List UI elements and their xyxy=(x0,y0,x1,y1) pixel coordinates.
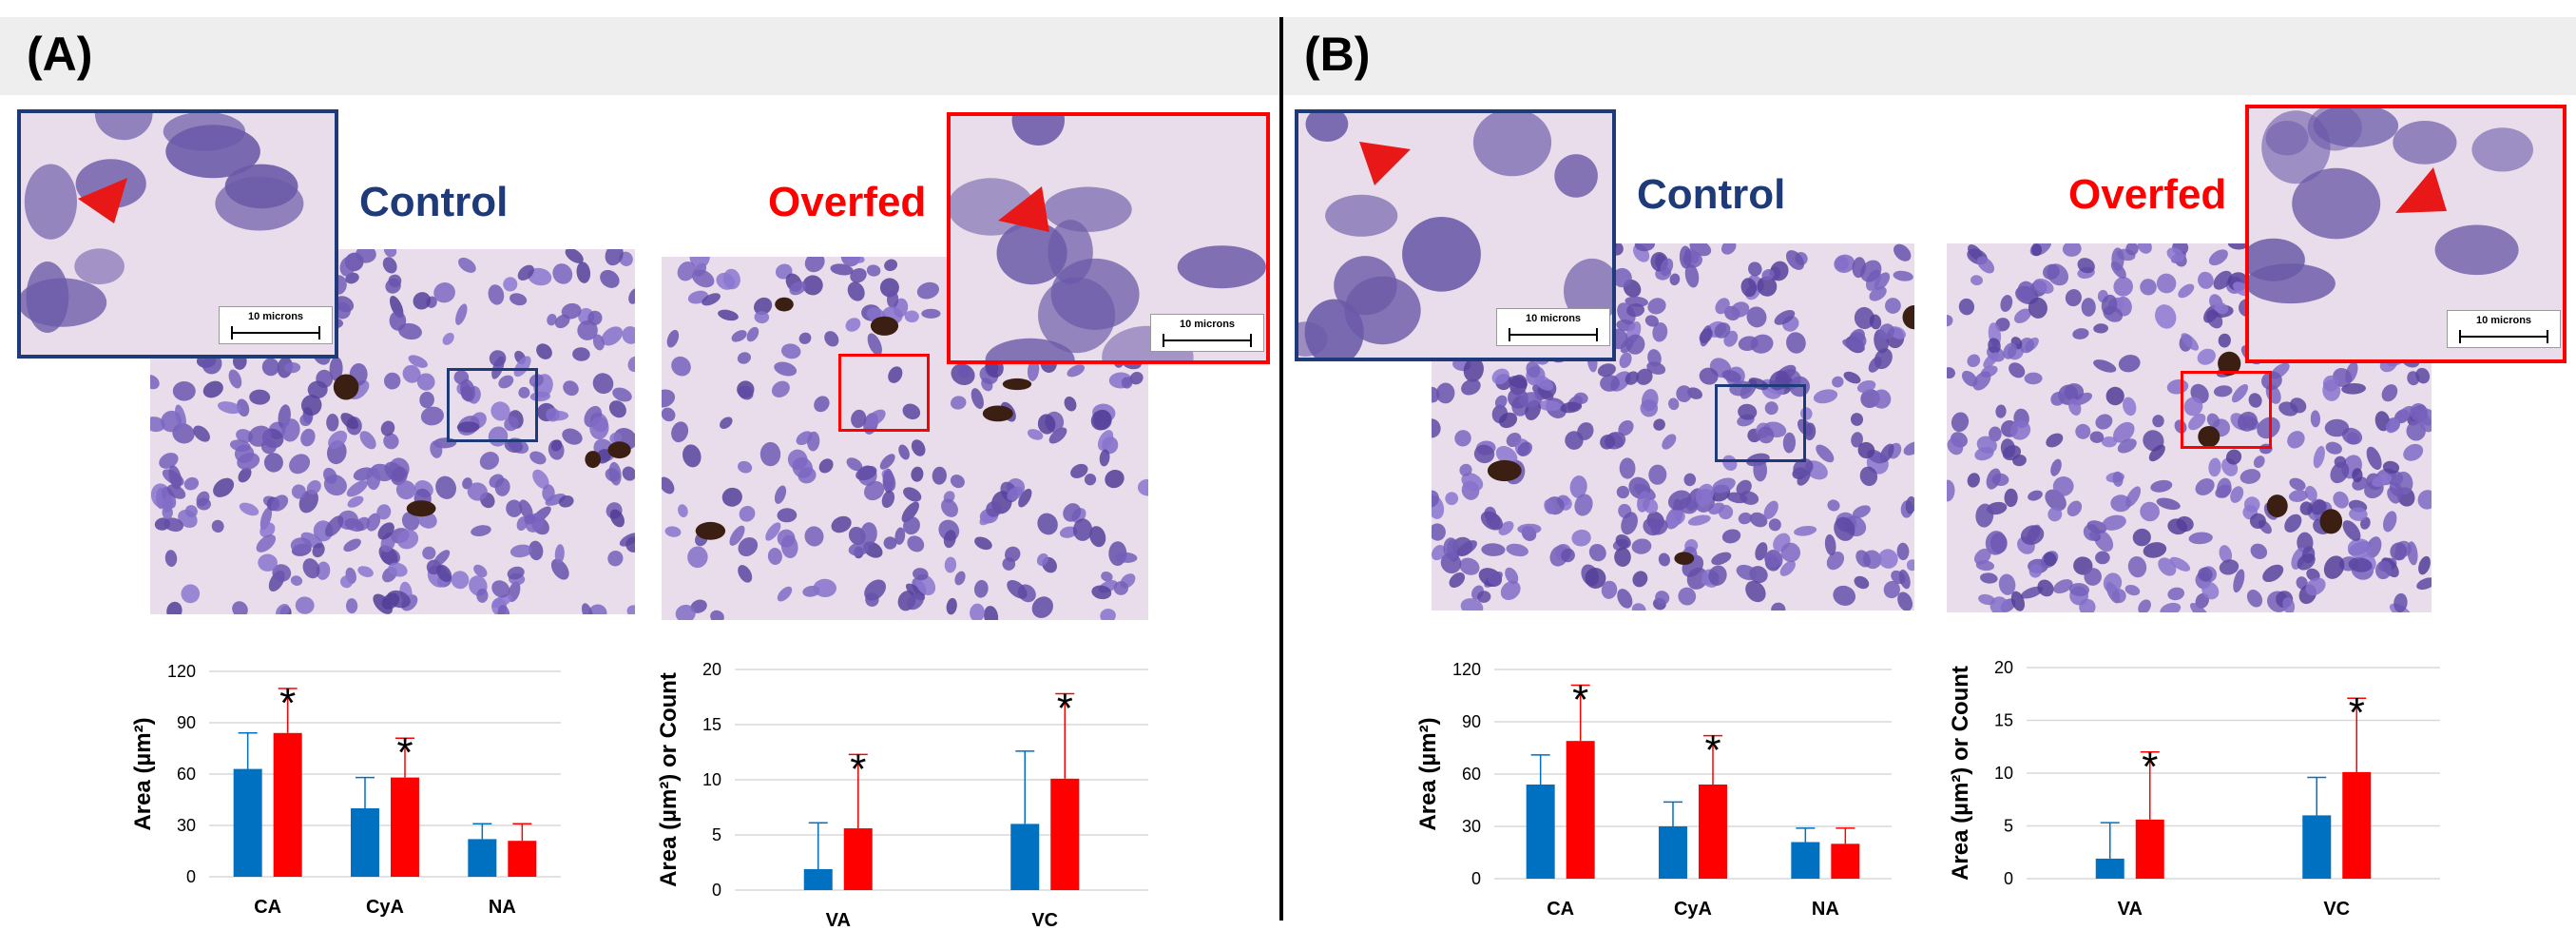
x-tick-label: NA xyxy=(1812,899,1839,920)
chart-a-area: 0 30 60 90 120 Area (µm²) * CA * CyA NA xyxy=(130,662,561,918)
y-tick-label: 5 xyxy=(2004,817,2013,836)
y-tick-label: 10 xyxy=(1994,764,2013,783)
inset-b-control: 10 microns xyxy=(1295,109,1616,361)
panel-divider xyxy=(1279,17,1283,921)
inset-b-overfed: 10 microns xyxy=(2245,105,2566,363)
y-tick-label: 15 xyxy=(1994,711,2013,730)
bar xyxy=(2095,858,2124,879)
bar xyxy=(351,808,379,877)
x-tick-label: NA xyxy=(489,897,516,918)
inset-a-control: 10 microns xyxy=(17,109,338,359)
x-tick-label: CyA xyxy=(1674,899,1712,920)
bar xyxy=(803,868,833,890)
scale-line xyxy=(1509,328,1598,341)
bar xyxy=(1050,778,1080,890)
y-tick-label: 10 xyxy=(702,770,721,789)
y-tick-label: 0 xyxy=(186,867,196,886)
scale-bar-a-overfed: 10 microns xyxy=(1150,314,1264,352)
significance-star: * xyxy=(279,680,296,727)
overfed-label-b: Overfed xyxy=(2068,171,2227,218)
significance-star: * xyxy=(1704,727,1721,774)
significance-star: * xyxy=(396,729,413,776)
bar xyxy=(2302,815,2332,879)
y-tick-label: 0 xyxy=(2004,869,2013,888)
y-axis-label: Area (µm²) or Count xyxy=(1948,666,1973,881)
bar xyxy=(1566,741,1595,879)
control-label-b: Control xyxy=(1637,171,1786,218)
scale-bar-b-overfed: 10 microns xyxy=(2447,310,2561,348)
scale-bar-b-control: 10 microns xyxy=(1496,308,1610,346)
significance-star: * xyxy=(2142,744,2158,790)
panel-b-label: (B) xyxy=(1304,28,1371,81)
roi-a-overfed xyxy=(838,354,930,432)
roi-b-overfed xyxy=(2181,371,2272,449)
x-tick-label: CyA xyxy=(366,897,404,918)
arrowhead-icon xyxy=(78,178,127,223)
x-tick-label: CA xyxy=(254,897,281,918)
arrowhead-icon xyxy=(998,186,1049,232)
panel-a-label: (A) xyxy=(27,28,93,81)
roi-b-control xyxy=(1715,384,1806,462)
roi-a-control xyxy=(447,368,538,442)
bar xyxy=(1526,785,1555,879)
bar xyxy=(1791,842,1820,879)
x-tick-label: VA xyxy=(2118,899,2143,920)
y-axis-label: Area (µm²) xyxy=(130,717,156,830)
scale-line xyxy=(231,326,320,339)
bar xyxy=(508,841,537,877)
y-tick-label: 0 xyxy=(712,881,721,900)
control-label-a: Control xyxy=(359,179,509,225)
x-tick-label: VA xyxy=(826,910,851,931)
y-axis-label: Area (µm²) xyxy=(1415,717,1441,830)
x-tick-label: CA xyxy=(1547,899,1574,920)
bar xyxy=(1831,843,1860,879)
bar xyxy=(468,839,497,877)
y-tick-label: 5 xyxy=(712,825,721,844)
chart-b-vacuole: 0 5 10 15 20 Area (µm²) or Count * VA * VC xyxy=(1948,658,2440,920)
significance-star: * xyxy=(1572,677,1588,724)
y-tick-label: 120 xyxy=(1452,660,1481,679)
significance-star: * xyxy=(1057,686,1073,732)
y-tick-label: 60 xyxy=(1462,765,1481,784)
y-tick-label: 20 xyxy=(702,660,721,679)
y-tick-label: 30 xyxy=(177,816,196,835)
x-tick-label: VC xyxy=(1031,910,1058,931)
y-tick-label: 120 xyxy=(167,662,196,681)
bar xyxy=(1010,824,1040,890)
scale-bar-a-control: 10 microns xyxy=(219,306,333,344)
y-tick-label: 30 xyxy=(1462,817,1481,836)
y-tick-label: 20 xyxy=(1994,658,2013,677)
y-axis-label: Area (µm²) or Count xyxy=(656,672,682,887)
bar xyxy=(1659,826,1687,879)
scale-line xyxy=(1163,334,1252,347)
y-tick-label: 90 xyxy=(177,713,196,732)
bar xyxy=(2342,771,2372,879)
y-tick-label: 90 xyxy=(1462,712,1481,731)
y-tick-label: 0 xyxy=(1471,869,1481,888)
bar xyxy=(273,732,302,877)
bar xyxy=(1699,785,1727,879)
inset-a-overfed: 10 microns xyxy=(947,112,1270,364)
significance-star: * xyxy=(2349,689,2365,736)
bar xyxy=(233,768,262,877)
x-tick-label: VC xyxy=(2323,899,2350,920)
y-tick-label: 15 xyxy=(702,715,721,734)
y-tick-label: 60 xyxy=(177,765,196,784)
bar xyxy=(843,828,873,890)
significance-star: * xyxy=(850,746,866,792)
scale-line xyxy=(2459,330,2548,343)
arrowhead-icon xyxy=(2395,167,2447,213)
chart-b-area: 0 30 60 90 120 Area (µm²) * CA * CyA NA xyxy=(1415,660,1892,920)
overfed-label-a: Overfed xyxy=(768,179,927,225)
bar xyxy=(2135,819,2164,879)
panel-a-header xyxy=(0,17,1279,95)
arrowhead-icon xyxy=(1359,142,1411,185)
bar xyxy=(391,777,419,877)
chart-a-vacuole: 0 5 10 15 20 Area (µm²) or Count * VA * VC xyxy=(656,660,1148,931)
panel-b-header xyxy=(1283,17,2576,95)
